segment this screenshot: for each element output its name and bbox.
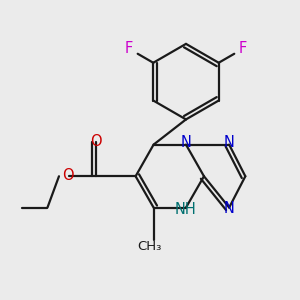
Text: N: N xyxy=(181,135,191,150)
Text: O: O xyxy=(90,134,102,148)
Text: N: N xyxy=(224,135,235,150)
Text: N: N xyxy=(224,201,235,216)
Text: F: F xyxy=(239,41,247,56)
Text: O: O xyxy=(62,168,74,183)
Text: F: F xyxy=(125,41,133,56)
Text: NH: NH xyxy=(175,202,197,217)
Text: CH₃: CH₃ xyxy=(137,240,161,253)
